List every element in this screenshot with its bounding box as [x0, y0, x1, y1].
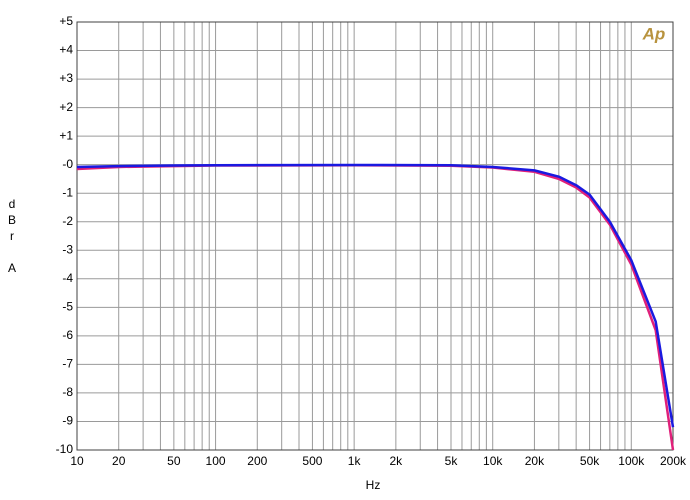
plot-area [76, 21, 674, 451]
y-tick-label: -6 [62, 328, 73, 342]
y-tick-label: -5 [62, 300, 73, 314]
y-tick-label: -10 [56, 442, 74, 456]
series-line [76, 163, 675, 428]
x-tick-label: 20k [525, 454, 545, 468]
x-tick-label: 500 [302, 454, 322, 468]
y-tick-label: -4 [62, 271, 73, 285]
y-tick-label: -9 [62, 414, 73, 428]
y-tick-label: +3 [59, 71, 73, 85]
x-tick-label: 2k [390, 454, 404, 468]
y-tick-label: -2 [62, 214, 73, 228]
x-tick-label: 20 [112, 454, 126, 468]
x-axis-label: Hz [366, 478, 381, 492]
y-tick-label: -3 [62, 242, 73, 256]
y-tick-label: -0 [62, 157, 73, 171]
x-tick-label: 10k [483, 454, 503, 468]
x-tick-label: 100k [618, 454, 645, 468]
y-tick-label: +1 [59, 128, 73, 142]
logo: Ap [642, 24, 666, 43]
y-tick-label: -8 [62, 385, 73, 399]
x-tick-label: 1k [348, 454, 362, 468]
x-tick-label: 200k [660, 454, 687, 468]
y-tick-label: +2 [59, 100, 73, 114]
y-tick-label: -7 [62, 357, 73, 371]
y-tick-label: -1 [62, 185, 73, 199]
x-tick-label: 10 [70, 454, 84, 468]
y-tick-label: +5 [59, 14, 73, 28]
x-tick-label: 50 [167, 454, 181, 468]
x-tick-label: 100 [206, 454, 226, 468]
x-tick-label: 5k [445, 454, 459, 468]
y-tick-label: +4 [59, 43, 73, 57]
x-tick-label: 50k [580, 454, 600, 468]
x-tick-label: 200 [247, 454, 267, 468]
